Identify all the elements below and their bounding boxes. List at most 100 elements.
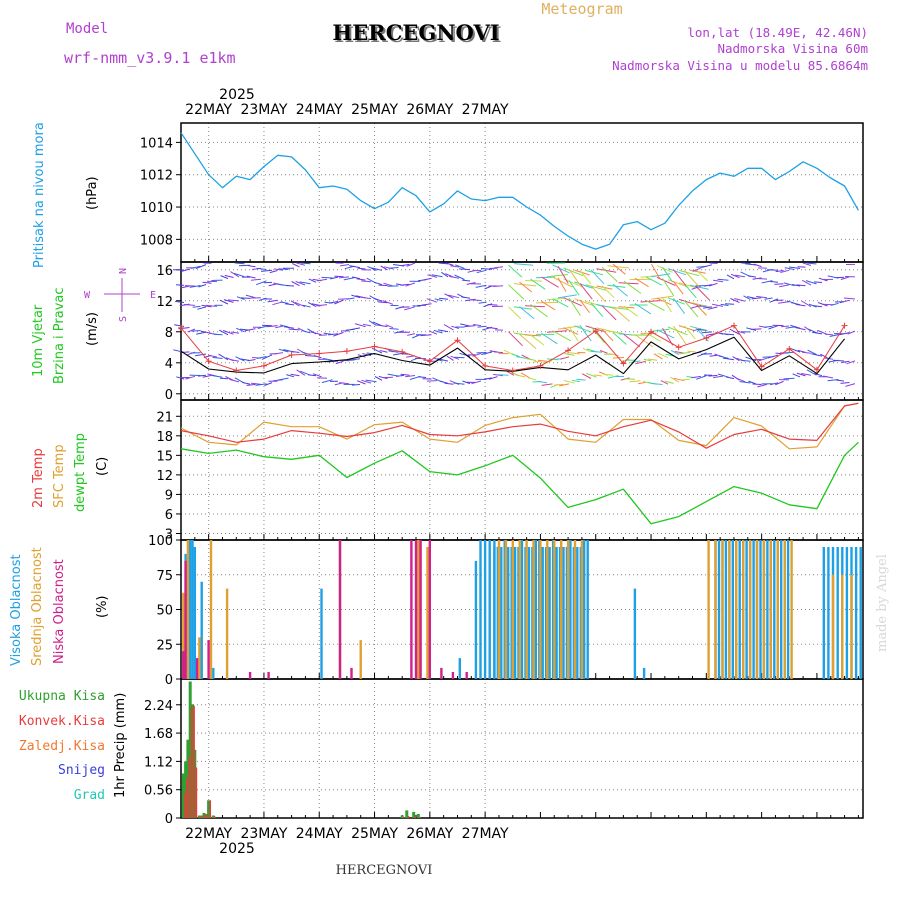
wind-arrow [607, 306, 629, 310]
wind-arrow [801, 300, 812, 308]
cloud-mid-bar [728, 540, 731, 679]
wind-arrow [400, 373, 410, 376]
wind-arrow [230, 271, 240, 278]
wind-arrow [351, 384, 361, 386]
wind-arrow [278, 268, 289, 270]
xlabel-top-2: 24MAY [296, 102, 343, 118]
cloud-high-bar [766, 540, 769, 679]
wind-arrow [673, 280, 684, 295]
precip-total-bar [197, 815, 201, 818]
product-title: Meteogram [541, 0, 622, 18]
wind-arrow [444, 382, 454, 385]
wind-arrow [356, 278, 366, 281]
wind-arrow [560, 356, 570, 360]
wind-arrow [275, 325, 284, 329]
wind-arrow [292, 263, 300, 268]
cloud-mid-bar [566, 540, 570, 679]
wind-arrow [269, 270, 278, 274]
wind-arrow [469, 299, 482, 301]
wind-arrow [356, 380, 366, 385]
wind-arrow [530, 334, 545, 346]
wind-arrow [804, 326, 812, 332]
wind-arrow [310, 331, 322, 336]
wind-arrow [708, 374, 718, 377]
cloud-high-bar [520, 540, 524, 679]
wind-arrow [294, 301, 306, 308]
wind-arrow [202, 281, 212, 284]
ytick-label-4-3: 1.68 [144, 727, 173, 742]
cloud-low-bar [248, 672, 252, 679]
xlabel-top-3: 25MAY [351, 102, 398, 118]
wind-gust-marker [786, 345, 793, 352]
wind-arrow [585, 284, 606, 291]
precip-conv-bar [214, 816, 216, 818]
wind-arrow [713, 375, 724, 379]
precip-conv-bar [419, 817, 421, 818]
wind-gust-marker [703, 334, 710, 341]
wind-arrow [388, 350, 399, 353]
cloud-mid-bar [504, 540, 508, 679]
wind-arrow [296, 262, 306, 266]
wind-arrow [756, 295, 768, 299]
wind-arrow [838, 332, 850, 336]
wind-arrow [255, 383, 267, 386]
wind-arrow [234, 262, 245, 265]
wind-arrow [752, 383, 762, 385]
wind-arrow [557, 277, 567, 292]
ytick-label-2-4: 15 [156, 449, 173, 464]
wind-arrow [197, 306, 207, 310]
wind-arrow [368, 320, 377, 327]
wind-arrow [707, 306, 718, 310]
wind-arrow [673, 377, 685, 382]
ytick-label-3-0: 0 [165, 673, 173, 688]
cloud-high-bar [822, 547, 825, 679]
wind-arrow [174, 324, 185, 327]
legend-freezing-rain: Zaledj.Kisa [19, 739, 105, 754]
ytick-label-4-2: 1.12 [144, 755, 173, 770]
wind-arrow [406, 262, 416, 267]
wind-arrow [586, 372, 597, 378]
cloud-mid-bar [198, 637, 201, 679]
wind-arrow [582, 347, 592, 353]
wind-arrow [806, 262, 817, 265]
wind-arrow [180, 285, 190, 289]
wind-arrow [475, 284, 487, 288]
wind-arrow [317, 278, 328, 282]
cloud-high-bar [569, 540, 572, 679]
wind-arrow [460, 323, 471, 327]
wind-arrow [219, 299, 229, 305]
lonlat-label: lon,lat (18.49E, 42.46N) [687, 25, 868, 40]
precip-total-bar [181, 773, 185, 818]
wind-arrow [640, 300, 661, 303]
ytick-label-1-2: 8 [165, 326, 173, 341]
wind-arrow [662, 278, 675, 297]
panel-frame-2 [180, 399, 864, 541]
sfc-temp-line [180, 402, 859, 450]
wind-arrow [602, 373, 614, 376]
wind-arrow [492, 285, 504, 287]
wind-arrow [717, 278, 729, 281]
wind-arrow [665, 353, 674, 357]
wind-arrow [601, 305, 617, 321]
cloud-high-bar [555, 547, 558, 679]
wind-arrow [233, 272, 245, 278]
wind-arrow [329, 301, 339, 304]
wind-arrow [346, 297, 355, 300]
cloud-high-bar [738, 540, 741, 679]
cloud-mid-bar [742, 540, 745, 679]
wind-gust-marker [399, 348, 406, 355]
wind-arrow [274, 352, 284, 355]
wind-arrow [351, 294, 361, 299]
wind-arrow [230, 359, 240, 362]
cloud-high-bar [759, 540, 762, 679]
ytick-label-1-4: 16 [156, 264, 173, 279]
wind-arrow [735, 274, 746, 278]
wind-arrow [779, 284, 790, 288]
wind-arrow [473, 324, 482, 327]
ytick-label-2-3: 12 [156, 469, 173, 484]
wind-arrow [696, 375, 707, 380]
wind-gust-marker [648, 328, 655, 335]
cloud-high-bar [745, 540, 748, 679]
wind-arrow [300, 262, 311, 265]
